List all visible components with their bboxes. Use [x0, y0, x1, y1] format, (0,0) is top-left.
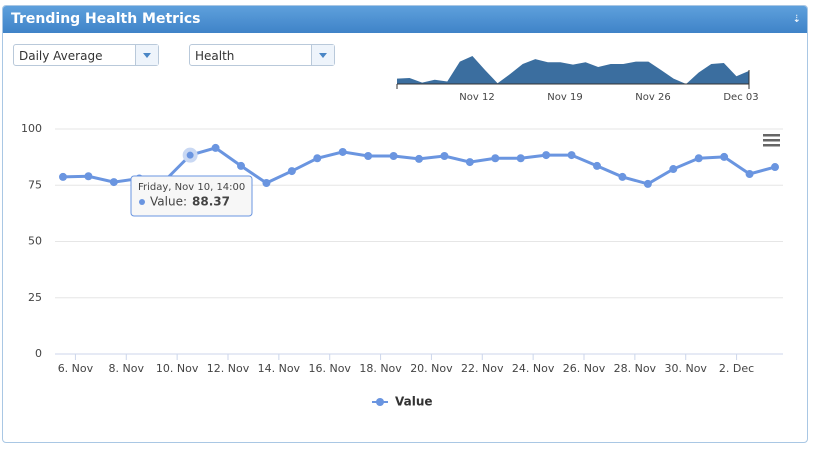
y-tick-label: 100: [21, 122, 42, 135]
data-point: [237, 161, 245, 170]
data-point: [415, 154, 423, 163]
data-point: [720, 152, 729, 161]
legend-marker: [376, 398, 384, 406]
data-point: [491, 154, 500, 163]
x-tick-label: 20. Nov: [410, 362, 453, 375]
select-arrow[interactable]: [311, 45, 334, 65]
data-point: [567, 151, 576, 160]
data-point: [465, 158, 474, 167]
data-point: [211, 143, 220, 152]
select-value: Daily Average: [19, 49, 103, 63]
select-arrow[interactable]: [135, 45, 158, 65]
data-point: [182, 147, 198, 163]
tooltip-marker: [139, 199, 145, 205]
data-point: [84, 172, 93, 181]
x-tick-label: 30. Nov: [664, 362, 707, 375]
data-point: [440, 152, 449, 160]
menu-bar: [763, 139, 780, 142]
x-tick-label: 14. Nov: [258, 362, 301, 375]
menu-bar: [763, 134, 780, 137]
navigator-label: Nov 26: [635, 92, 670, 103]
data-point: [542, 151, 551, 160]
navigator-label: Dec 03: [723, 92, 758, 103]
x-tick-label: 8. Nov: [109, 362, 145, 375]
navigator-label: Nov 12: [459, 92, 494, 103]
tooltip-box: [130, 175, 253, 217]
y-tick-label: 0: [35, 347, 42, 360]
data-point: [771, 163, 779, 172]
menu-bar: [763, 144, 780, 147]
panel-title: Trending Health Metrics: [11, 11, 201, 27]
data-point: [59, 172, 67, 181]
data-point: [109, 178, 118, 187]
panel-header: Trending Health Metrics ⇣: [3, 6, 807, 33]
tooltip-label: Value:: [150, 195, 187, 209]
data-point: [389, 152, 398, 160]
x-tick-label: 24. Nov: [512, 362, 555, 375]
data-point: [669, 165, 678, 174]
tooltip-value: 88.37: [192, 195, 230, 209]
panel: Trending Health Metrics ⇣ Daily Average H…: [2, 5, 808, 443]
select-value: Health: [195, 49, 235, 63]
data-point: [618, 172, 627, 181]
menu-icon[interactable]: [763, 134, 780, 147]
x-tick-label: 26. Nov: [563, 362, 606, 375]
aggregation-select[interactable]: Daily Average: [13, 44, 159, 66]
navigator-area: [397, 56, 749, 84]
data-point: [262, 179, 271, 187]
y-tick-label: 50: [28, 235, 42, 248]
x-tick-label: 28. Nov: [614, 362, 657, 375]
data-point: [643, 179, 652, 188]
data-point: [287, 167, 296, 176]
x-tick-label: 12. Nov: [207, 362, 250, 375]
legend-label: Value: [395, 395, 433, 409]
x-tick-label: 6. Nov: [58, 362, 94, 375]
x-tick-label: 16. Nov: [308, 362, 351, 375]
x-tick-label: 22. Nov: [461, 362, 504, 375]
x-tick-label: 10. Nov: [156, 362, 199, 375]
data-point: [364, 152, 373, 160]
y-tick-label: 25: [28, 291, 42, 304]
category-select[interactable]: Health: [189, 44, 335, 66]
collapse-icon[interactable]: ⇣: [792, 14, 801, 25]
data-point: [694, 154, 703, 163]
x-tick-label: 18. Nov: [359, 362, 402, 375]
navigator-label: Nov 19: [547, 92, 582, 103]
tooltip: Friday, Nov 10, 14:00 Value: 88.37: [130, 175, 253, 217]
x-tick-label: 2. Dec: [719, 362, 754, 375]
data-point: [516, 154, 525, 163]
data-point: [338, 147, 347, 156]
data-point: [313, 154, 322, 163]
data-point: [593, 161, 601, 170]
tooltip-header: Friday, Nov 10, 14:00: [138, 182, 245, 193]
y-tick-label: 75: [28, 178, 42, 191]
data-point: [745, 170, 754, 178]
